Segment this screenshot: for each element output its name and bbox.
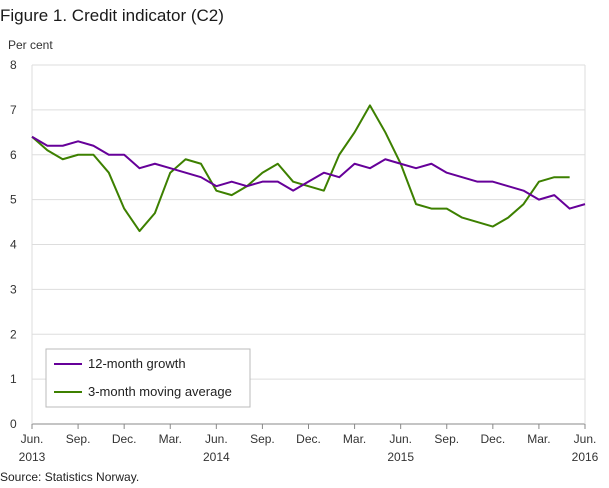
series-line-1 xyxy=(31,104,570,233)
y-tick-label: 0 xyxy=(10,417,17,431)
legend-box xyxy=(45,348,251,408)
x-tick-label: Sep. xyxy=(250,432,275,446)
x-axis-ticks: Jun. 2013 Sep. Dec. Mar. Jun. 2014 Sep. Dec. Mar.… xyxy=(19,424,599,464)
legend: 12-month growth 3-month moving average xyxy=(45,348,251,408)
y-axis-ticks: 0 1 2 3 4 5 6 7 8 xyxy=(10,58,17,431)
x-tick-label: Mar. xyxy=(343,432,366,446)
x-tick-label: Sep. xyxy=(66,432,91,446)
chart-title: Figure 1. Credit indicator (C2) xyxy=(0,6,224,25)
x-tick-label: Mar. xyxy=(527,432,550,446)
x-tick-label: Jun. xyxy=(205,432,228,446)
x-tick-label: Jun. xyxy=(21,432,44,446)
legend-label: 12-month growth xyxy=(88,356,186,371)
x-tick-label: Dec. xyxy=(112,432,137,446)
x-tick-year: 2013 xyxy=(19,450,46,464)
x-tick-label: Mar. xyxy=(159,432,182,446)
y-axis-label: Per cent xyxy=(8,38,53,52)
x-tick-year: 2014 xyxy=(203,450,230,464)
series-line-0 xyxy=(31,135,586,210)
x-tick-year: 2016 xyxy=(572,450,599,464)
y-tick-label: 4 xyxy=(10,238,17,252)
y-tick-label: 7 xyxy=(10,103,17,117)
y-tick-label: 8 xyxy=(10,58,17,72)
y-tick-label: 5 xyxy=(10,193,17,207)
x-tick-label: Sep. xyxy=(434,432,459,446)
series-lines xyxy=(31,104,586,233)
y-tick-label: 2 xyxy=(10,327,17,341)
x-tick-label: Jun. xyxy=(389,432,412,446)
x-tick-label: Jun. xyxy=(574,432,597,446)
x-tick-year: 2015 xyxy=(387,450,414,464)
x-tick-label: Dec. xyxy=(296,432,321,446)
y-tick-label: 6 xyxy=(10,148,17,162)
x-tick-label: Dec. xyxy=(480,432,505,446)
y-tick-label: 3 xyxy=(10,282,17,296)
legend-label: 3-month moving average xyxy=(88,384,232,399)
source-note: Source: Statistics Norway. xyxy=(0,470,140,484)
y-tick-label: 1 xyxy=(10,372,17,386)
